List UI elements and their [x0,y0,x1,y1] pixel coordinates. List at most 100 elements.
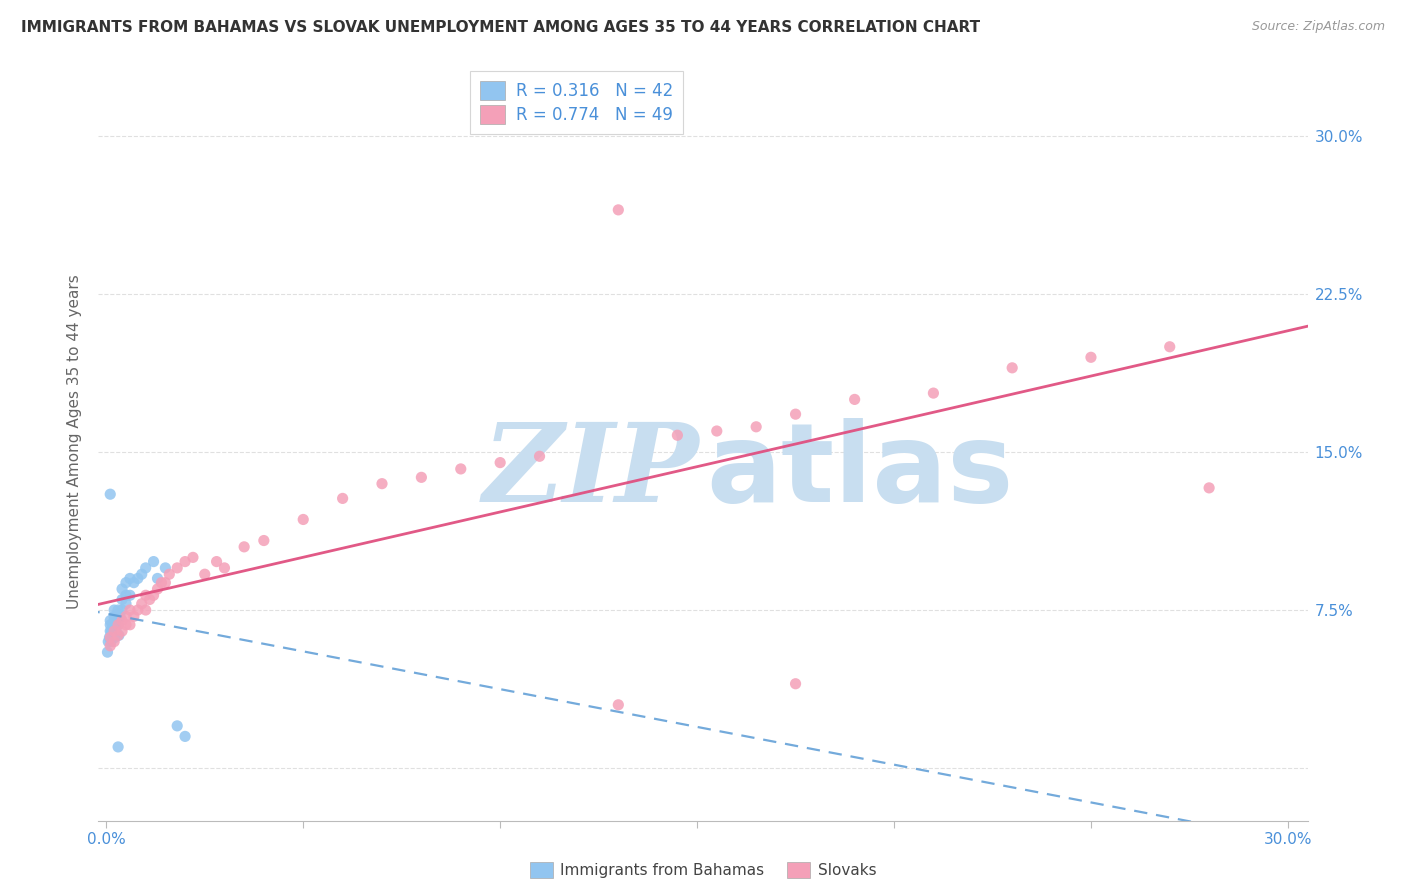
Point [135,603,157,617]
Point [292,512,315,526]
Point [122,575,145,590]
Point [105,609,128,624]
Point [205,555,228,569]
Point [174,730,197,744]
Point [745,419,768,434]
Legend: Immigrants from Bahamas, Slovaks: Immigrants from Bahamas, Slovaks [523,856,883,884]
Point [107,603,129,617]
Point [411,470,433,484]
Point [111,624,134,639]
Point [489,456,512,470]
Text: atlas: atlas [707,418,1014,525]
Point [107,607,129,622]
Point [98,624,121,639]
Text: ZIP: ZIP [482,418,699,525]
Point [135,561,157,575]
Point [253,533,276,548]
Point [108,609,131,624]
Point [142,555,165,569]
Point [105,624,128,639]
Point [108,628,131,642]
Point [529,450,551,464]
Point [1001,360,1024,375]
Point [844,392,866,407]
Point [111,603,134,617]
Point [107,614,129,628]
Point [103,609,125,624]
Point [107,628,129,642]
Point [115,575,138,590]
Point [118,571,141,585]
Point [131,597,153,611]
Point [111,592,134,607]
Point [103,624,125,639]
Point [122,609,145,624]
Text: IMMIGRANTS FROM BAHAMAS VS SLOVAK UNEMPLOYMENT AMONG AGES 35 TO 44 YEARS CORRELA: IMMIGRANTS FROM BAHAMAS VS SLOVAK UNEMPL… [21,20,980,35]
Point [118,588,141,602]
Point [98,617,121,632]
Point [100,634,122,648]
Point [146,582,169,596]
Point [107,617,129,632]
Point [155,575,177,590]
Point [706,424,728,438]
Point [98,614,121,628]
Point [98,487,121,501]
Point [138,592,160,607]
Point [155,561,177,575]
Point [107,617,129,632]
Text: Source: ZipAtlas.com: Source: ZipAtlas.com [1251,20,1385,33]
Point [97,634,120,648]
Point [103,622,125,636]
Point [101,631,124,645]
Point [115,617,138,632]
Point [142,588,165,602]
Point [115,588,138,602]
Point [371,476,394,491]
Point [785,677,807,691]
Point [103,628,125,642]
Point [166,561,188,575]
Point [115,609,138,624]
Y-axis label: Unemployment Among Ages 35 to 44 years: Unemployment Among Ages 35 to 44 years [67,274,83,609]
Point [96,645,118,659]
Point [146,571,169,585]
Point [118,617,141,632]
Point [98,631,121,645]
Point [150,575,173,590]
Point [214,561,236,575]
Point [103,603,125,617]
Point [135,588,157,602]
Point [785,407,807,421]
Point [111,582,134,596]
Point [98,639,121,653]
Point [104,617,127,632]
Point [157,567,180,582]
Point [103,634,125,648]
Legend: R = 0.316   N = 42, R = 0.774   N = 49: R = 0.316 N = 42, R = 0.774 N = 49 [470,70,683,135]
Point [101,617,124,632]
Point [127,603,149,617]
Point [666,428,689,442]
Point [103,614,125,628]
Point [118,603,141,617]
Point [127,571,149,585]
Point [194,567,217,582]
Point [1080,351,1102,365]
Point [450,462,472,476]
Point [332,491,354,506]
Point [233,540,256,554]
Point [115,597,138,611]
Point [174,555,197,569]
Point [100,624,122,639]
Point [607,202,630,217]
Point [1198,481,1220,495]
Point [181,550,204,565]
Point [131,567,153,582]
Point [1159,340,1181,354]
Point [111,614,134,628]
Point [166,719,188,733]
Point [107,739,129,754]
Point [104,631,127,645]
Point [607,698,630,712]
